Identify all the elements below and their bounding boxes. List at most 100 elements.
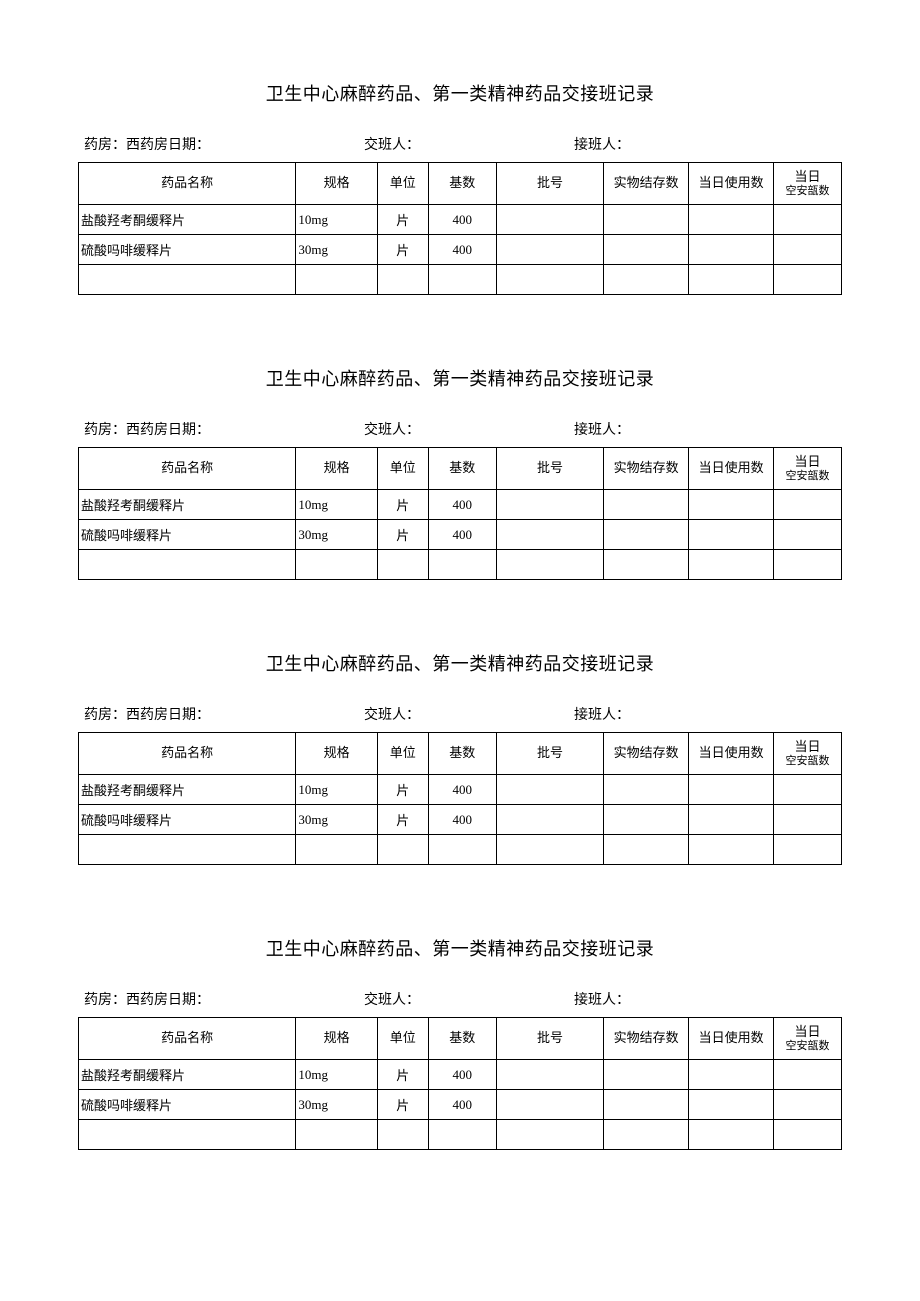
- cell-medicine-name: [79, 835, 296, 865]
- cell-stock: [604, 1090, 689, 1120]
- cell-unit: [377, 265, 428, 295]
- header-stock: 实物结存数: [604, 733, 689, 775]
- table-row: 硫酸吗啡缓释片30mg片400: [79, 520, 842, 550]
- cell-empty: [774, 265, 842, 295]
- cell-batch: [496, 265, 604, 295]
- cell-medicine-name: 硫酸吗啡缓释片: [79, 1090, 296, 1120]
- cell-used: [689, 1060, 774, 1090]
- header-stock: 实物结存数: [604, 1018, 689, 1060]
- cell-base: [428, 265, 496, 295]
- header-name: 药品名称: [79, 733, 296, 775]
- cell-unit: 片: [377, 805, 428, 835]
- cell-base: 400: [428, 235, 496, 265]
- header-used: 当日使用数: [689, 163, 774, 205]
- header-empty-line2: 空安瓿数: [774, 185, 841, 198]
- cell-used: [689, 265, 774, 295]
- cell-base: [428, 1120, 496, 1150]
- header-empty-ampoule: 当日空安瓿数: [774, 733, 842, 775]
- cell-spec: [296, 835, 378, 865]
- cell-base: 400: [428, 520, 496, 550]
- cell-empty: [774, 490, 842, 520]
- cell-used: [689, 490, 774, 520]
- header-used: 当日使用数: [689, 448, 774, 490]
- pharmacy-date-label: 药房：西药房日期：: [84, 704, 364, 724]
- cell-stock: [604, 520, 689, 550]
- cell-spec: 30mg: [296, 520, 378, 550]
- header-empty-line2: 空安瓿数: [774, 470, 841, 483]
- handover-person-label: 交班人：: [364, 704, 574, 724]
- record-section: 卫生中心麻醉药品、第一类精神药品交接班记录药房：西药房日期：交班人：接班人：药品…: [78, 80, 842, 295]
- cell-medicine-name: 硫酸吗啡缓释片: [79, 520, 296, 550]
- cell-unit: [377, 550, 428, 580]
- cell-medicine-name: 盐酸羟考酮缓释片: [79, 205, 296, 235]
- cell-medicine-name: [79, 265, 296, 295]
- cell-used: [689, 1090, 774, 1120]
- cell-stock: [604, 235, 689, 265]
- receiver-person-label: 接班人：: [574, 704, 842, 724]
- record-section: 卫生中心麻醉药品、第一类精神药品交接班记录药房：西药房日期：交班人：接班人： 药品…: [78, 365, 842, 580]
- cell-stock: [604, 805, 689, 835]
- record-section: 卫生中心麻醉药品、第一类精神药品交接班记录药房：西药房日期：交班人：接班人： 药品…: [78, 650, 842, 865]
- handover-person-label: 交班人：: [364, 134, 574, 154]
- cell-base: 400: [428, 775, 496, 805]
- header-stock: 实物结存数: [604, 448, 689, 490]
- cell-empty: [774, 775, 842, 805]
- cell-base: 400: [428, 1060, 496, 1090]
- cell-spec: [296, 265, 378, 295]
- cell-batch: [496, 205, 604, 235]
- cell-unit: [377, 1120, 428, 1150]
- header-empty-ampoule: 当日空安瓿数: [774, 163, 842, 205]
- info-row: 药房：西药房日期：交班人：接班人：: [78, 419, 842, 439]
- pharmacy-date-label: 药房：西药房日期：: [84, 989, 364, 1009]
- header-empty-ampoule: 当日空安瓿数: [774, 1018, 842, 1060]
- header-base: 基数: [428, 163, 496, 205]
- handover-person-label: 交班人：: [364, 419, 574, 439]
- cell-base: 400: [428, 490, 496, 520]
- cell-unit: [377, 835, 428, 865]
- cell-used: [689, 775, 774, 805]
- header-spec: 规格: [296, 163, 378, 205]
- cell-medicine-name: 硫酸吗啡缓释片: [79, 805, 296, 835]
- table-row: 盐酸羟考酮缓释片10mg片400: [79, 775, 842, 805]
- table-header-row: 药品名称规格单位基数批号实物结存数当日使用数当日空安瓿数: [79, 448, 842, 490]
- cell-unit: 片: [377, 1060, 428, 1090]
- table-header-row: 药品名称规格单位基数批号实物结存数当日使用数当日空安瓿数: [79, 1018, 842, 1060]
- header-name: 药品名称: [79, 448, 296, 490]
- cell-unit: 片: [377, 205, 428, 235]
- header-unit: 单位: [377, 1018, 428, 1060]
- cell-empty: [774, 235, 842, 265]
- header-base: 基数: [428, 733, 496, 775]
- header-empty-ampoule: 当日空安瓿数: [774, 448, 842, 490]
- cell-unit: 片: [377, 775, 428, 805]
- handover-person-label: 交班人：: [364, 989, 574, 1009]
- header-spec: 规格: [296, 733, 378, 775]
- cell-base: 400: [428, 805, 496, 835]
- cell-batch: [496, 805, 604, 835]
- header-spec: 规格: [296, 1018, 378, 1060]
- cell-unit: 片: [377, 520, 428, 550]
- cell-empty: [774, 1090, 842, 1120]
- cell-batch: [496, 775, 604, 805]
- receiver-person-label: 接班人：: [574, 419, 842, 439]
- pharmacy-date-label: 药房：西药房日期：: [84, 419, 364, 439]
- cell-batch: [496, 490, 604, 520]
- cell-stock: [604, 1120, 689, 1150]
- cell-used: [689, 805, 774, 835]
- cell-spec: 30mg: [296, 805, 378, 835]
- section-title: 卫生中心麻醉药品、第一类精神药品交接班记录: [78, 365, 842, 391]
- header-base: 基数: [428, 448, 496, 490]
- cell-batch: [496, 520, 604, 550]
- cell-medicine-name: [79, 550, 296, 580]
- info-row: 药房：西药房日期：交班人：接班人：: [78, 989, 842, 1009]
- table-row: [79, 1120, 842, 1150]
- section-title: 卫生中心麻醉药品、第一类精神药品交接班记录: [78, 650, 842, 676]
- cell-used: [689, 1120, 774, 1150]
- medicine-table: 药品名称规格单位基数批号实物结存数当日使用数当日空安瓿数盐酸羟考酮缓释片10mg…: [78, 447, 842, 580]
- section-title: 卫生中心麻醉药品、第一类精神药品交接班记录: [78, 80, 842, 106]
- info-row: 药房：西药房日期：交班人：接班人：: [78, 134, 842, 154]
- cell-stock: [604, 550, 689, 580]
- cell-stock: [604, 205, 689, 235]
- cell-used: [689, 235, 774, 265]
- cell-spec: 30mg: [296, 1090, 378, 1120]
- info-row: 药房：西药房日期：交班人：接班人：: [78, 704, 842, 724]
